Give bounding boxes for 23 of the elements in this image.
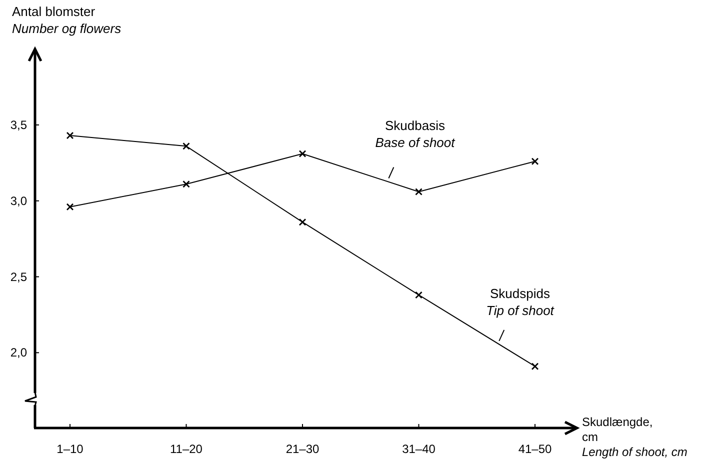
x-tick-label: 1–10: [56, 442, 84, 456]
point: [66, 203, 74, 211]
point: [415, 291, 422, 299]
point: [531, 362, 539, 370]
y-axis-title: Antal blomster Number og flowers: [12, 4, 122, 36]
point: [182, 142, 190, 150]
series-label: Skudspids Tip of shoot: [486, 286, 556, 318]
x-tick-label: 41–50: [518, 442, 552, 456]
point: [66, 132, 74, 140]
x-tick-label: 11–20: [170, 442, 203, 456]
point: [531, 158, 539, 166]
point: [182, 180, 190, 188]
point: [298, 218, 306, 226]
text: Skudbasis Base of shoot: [375, 118, 456, 150]
x-axis-title: Skudlængde, cm Length of shoot, cm: [582, 415, 688, 459]
y-tick-label: 3,0: [10, 194, 28, 208]
point: [415, 188, 422, 196]
y-tick-label: 2,0: [10, 346, 28, 360]
y-tick-label: 3,5: [10, 118, 28, 132]
y-tick-label: 2,5: [10, 270, 28, 284]
point: [298, 150, 306, 158]
x-tick-label: 31–40: [402, 442, 436, 456]
x-tick-label: 21–30: [286, 442, 320, 456]
